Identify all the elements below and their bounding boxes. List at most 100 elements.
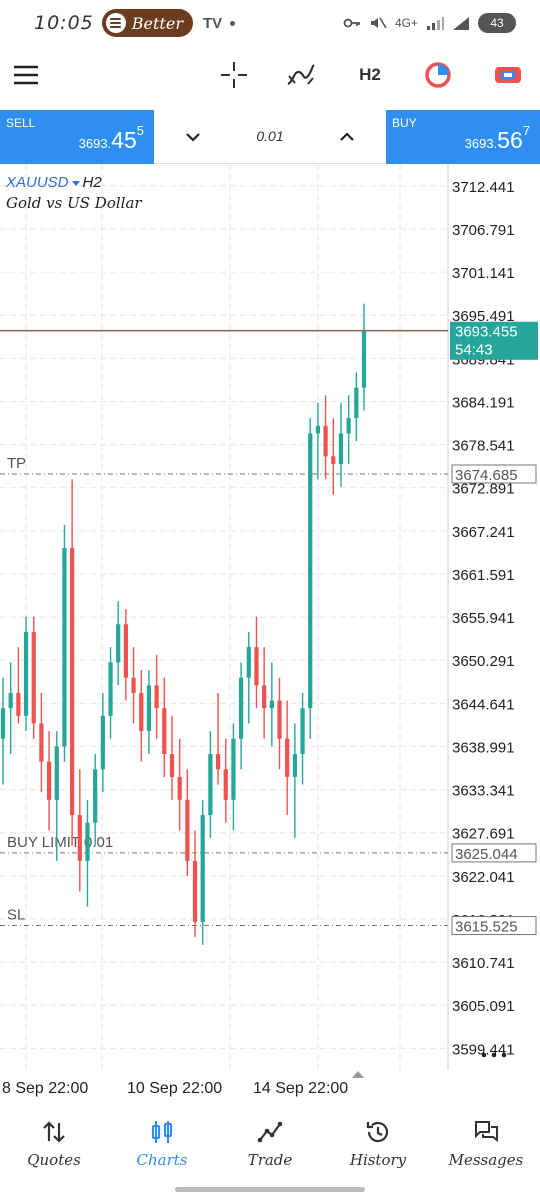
candle-body — [346, 418, 351, 434]
candle-body — [131, 677, 136, 693]
sell-button[interactable]: SELL 3693.455 — [0, 110, 154, 164]
menu-icon — [14, 65, 38, 85]
volume-value[interactable]: 0.01 — [256, 128, 284, 144]
candle-body — [54, 746, 59, 800]
candle-body — [269, 700, 274, 709]
menu-button[interactable] — [6, 46, 46, 104]
status-icons: 4G+ 43 — [343, 13, 526, 33]
y-tick-label: 3627.691 — [452, 826, 515, 843]
candle-body — [0, 708, 6, 739]
status-bar: 10:05 Better TV 4G+ 43 — [0, 0, 540, 46]
status-time: 10:05 — [34, 12, 94, 34]
more-options-icon[interactable] — [501, 1052, 507, 1058]
buy-price-prefix: 3693. — [464, 136, 498, 151]
y-tick-label: 3672.891 — [452, 481, 515, 498]
sell-price-big: 45 — [111, 127, 137, 153]
candle-body — [116, 624, 121, 663]
crosshair-button[interactable] — [214, 46, 254, 104]
candle-body — [238, 677, 244, 739]
history-icon — [366, 1121, 389, 1143]
now-playing-pill[interactable]: Better — [101, 9, 193, 37]
level-price-label: 3674.685 — [455, 467, 518, 484]
candle-body — [70, 547, 75, 816]
mute-icon — [370, 17, 387, 29]
y-tick-label: 3661.591 — [452, 567, 515, 584]
nav-messages-label: Messages — [448, 1151, 524, 1169]
symbol-line: XAUUSD H2 — [6, 174, 102, 191]
sell-price: 3693.455 — [79, 123, 144, 154]
quotes-icon — [43, 1121, 65, 1143]
buy-price-big: 56 — [497, 127, 523, 153]
candle-body — [208, 754, 213, 816]
more-options-icon[interactable] — [481, 1052, 487, 1058]
nav-trade-label: Trade — [247, 1151, 293, 1169]
nav-trade[interactable]: Trade — [216, 1104, 324, 1184]
network-type: 4G+ — [394, 16, 418, 30]
messages-icon — [475, 1121, 498, 1142]
nav-charts[interactable]: Charts — [108, 1104, 216, 1184]
scroll-marker-icon[interactable] — [352, 1071, 364, 1078]
candle-body — [177, 776, 182, 800]
symbol-description: Gold vs US Dollar — [6, 194, 142, 212]
nav-quotes-label: Quotes — [27, 1151, 81, 1169]
x-tick-label: 10 Sep 22:00 — [127, 1080, 222, 1097]
nav-quotes[interactable]: Quotes — [0, 1104, 108, 1184]
candle-body — [192, 860, 198, 922]
price-chart[interactable]: 3712.441 3706.791 3701.141 3695.491 3689.841… — [0, 164, 540, 1104]
level-price-box — [451, 916, 537, 936]
y-tick-label: 3667.241 — [452, 524, 515, 541]
charts-icon — [151, 1121, 173, 1143]
candle-body — [277, 700, 282, 739]
symbol-dropdown-icon[interactable] — [71, 179, 80, 187]
volume-control: 0.01 — [154, 110, 386, 164]
sell-price-sup: 5 — [136, 123, 144, 138]
candle-body — [285, 738, 290, 777]
y-tick-label: 3678.541 — [452, 438, 515, 455]
battery-icon: 43 — [478, 13, 516, 33]
symbol-name[interactable]: XAUUSD — [6, 174, 69, 191]
more-options-icon[interactable] — [491, 1052, 497, 1058]
candle-body — [154, 685, 159, 709]
y-tick-label: 3712.441 — [452, 179, 515, 196]
level-label: TP — [7, 455, 26, 472]
candle-body — [139, 692, 144, 732]
candle-body — [215, 754, 221, 770]
y-tick-label: 3644.641 — [452, 696, 515, 713]
nav-history[interactable]: History — [324, 1104, 432, 1184]
signal-icon — [427, 17, 444, 30]
candle-body — [23, 631, 29, 716]
candle-body — [123, 624, 129, 678]
nav-messages[interactable]: Messages — [432, 1104, 540, 1184]
buy-button[interactable]: BUY 3693.567 — [386, 110, 540, 164]
timeframe-button[interactable]: H2 — [350, 46, 390, 104]
indicators-icon — [287, 64, 315, 86]
volume-decrease-button[interactable] — [182, 126, 204, 148]
y-tick-label: 3610.741 — [452, 955, 515, 972]
y-tick-label: 3706.791 — [452, 222, 515, 239]
chart-type-button[interactable] — [488, 46, 528, 104]
candle-body — [62, 547, 67, 747]
candle-body — [315, 425, 321, 434]
volume-increase-button[interactable] — [336, 126, 358, 148]
candle-body — [39, 723, 44, 762]
candle-body — [254, 647, 259, 686]
one-click-trading-button[interactable] — [418, 46, 458, 104]
y-tick-label: 3622.041 — [452, 869, 515, 886]
chart-canvas[interactable]: 3712.4413706.7913701.1413695.4913689.841… — [0, 164, 540, 1104]
level-price-box — [451, 843, 537, 863]
indicators-button[interactable] — [281, 46, 321, 104]
candle-body — [146, 685, 152, 732]
timeframe-label: H2 — [359, 65, 381, 84]
x-tick-label: 14 Sep 22:00 — [253, 1080, 348, 1097]
chart-toolbar: H2 — [0, 46, 540, 104]
candle-body — [200, 815, 205, 922]
buy-label: BUY — [392, 116, 417, 130]
bottom-nav: Quotes Charts Trade History Messages — [0, 1104, 540, 1184]
candle-body — [292, 754, 297, 777]
now-playing-title: Better — [131, 13, 183, 33]
candle-body — [331, 456, 336, 464]
candle-body — [338, 433, 344, 464]
level-price-label: 3625.044 — [455, 846, 518, 863]
one-click-trading-icon — [425, 62, 451, 88]
candle-body — [85, 822, 90, 861]
